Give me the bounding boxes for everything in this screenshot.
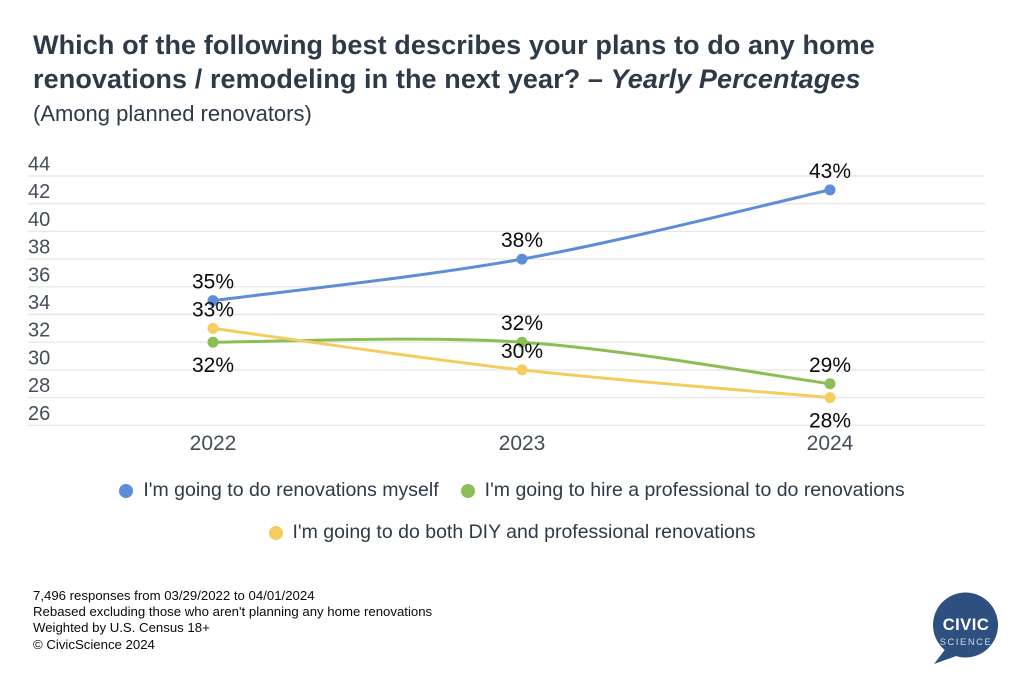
footnote-weighted: Weighted by U.S. Census 18+ [33, 620, 210, 636]
legend-dot-icon [119, 483, 134, 498]
civicscience-logo-mark: CIVIC SCIENCE [933, 592, 998, 664]
logo-text-civic: CIVIC [943, 616, 990, 634]
line-chart: 44 42 40 38 36 34 32 30 28 26 2022 2023 2024 35% 38% 43… [0, 150, 1024, 462]
data-point-s1-2022 [207, 336, 219, 348]
data-point-s2-2023 [516, 364, 528, 376]
line-chart-canvas: 44 42 40 38 36 34 32 30 28 26 2022 2023 2024 35% 38% 43… [28, 154, 985, 455]
y-axis-label: 44 [28, 154, 50, 176]
civicscience-logo: CIVIC SCIENCE [925, 585, 1005, 670]
legend-dot-icon [268, 525, 283, 540]
value-label-s1-2023: 32% [501, 312, 543, 335]
legend-label: I'm going to do renovations myself [143, 479, 439, 501]
value-label-s2-2023: 30% [501, 340, 543, 363]
x-axis-label: 2023 [499, 432, 546, 455]
title-block: Which of the following best describes yo… [33, 28, 993, 127]
legend-label: I'm going to do both DIY and professiona… [292, 521, 756, 543]
title-line-1: Which of the following best describes yo… [33, 30, 875, 60]
value-label-s0-2023: 38% [501, 229, 543, 252]
legend-item-2: I'm going to do both DIY and professiona… [268, 521, 756, 544]
data-point-s1-2023 [516, 336, 528, 348]
data-point-s0-2022 [207, 295, 219, 307]
y-axis-label: 30 [28, 347, 50, 369]
legend-item-0: I'm going to do renovations myself [119, 479, 439, 502]
legend-item-1: I'm going to hire a professional to do r… [460, 479, 905, 502]
chart-footnotes: 7,496 responses from 03/29/2022 to 04/01… [33, 588, 432, 653]
value-label-s1-2022: 32% [192, 354, 234, 377]
legend-dot-icon [460, 483, 475, 498]
value-label-s2-2022: 33% [192, 298, 234, 321]
y-axis-label: 40 [28, 209, 50, 231]
y-axis-label: 32 [28, 320, 50, 342]
data-point-s2-2024 [824, 392, 836, 404]
data-point-s1-2024 [824, 378, 836, 390]
x-axis-label: 2024 [807, 432, 854, 455]
y-axis-label: 28 [28, 375, 50, 397]
footnote-rebased: Rebased excluding those who aren't plann… [33, 604, 433, 620]
data-point-s0-2024 [824, 184, 836, 196]
y-axis-label: 34 [28, 292, 50, 314]
chart-legend: I'm going to do renovations myself I'm go… [0, 479, 1024, 544]
value-label-s1-2024: 29% [809, 354, 851, 377]
value-label-s2-2024: 28% [809, 410, 851, 433]
chart-subtitle: (Among planned renovators) [33, 101, 312, 126]
logo-circle [933, 592, 998, 658]
title-line-2: renovations / remodeling in the next yea… [33, 64, 611, 94]
logo-text-science: SCIENCE [940, 637, 993, 647]
chart-title: Which of the following best describes yo… [33, 28, 993, 96]
value-label-s0-2022: 35% [192, 271, 234, 294]
y-axis-label: 38 [28, 237, 50, 259]
y-axis-label: 26 [28, 403, 50, 425]
x-axis-label: 2022 [190, 432, 237, 455]
legend-label: I'm going to hire a professional to do r… [484, 479, 905, 501]
title-line-2-italic: Yearly Percentages [610, 64, 861, 94]
y-axis-label: 42 [28, 181, 50, 203]
footnote-copyright: © CivicScience 2024 [33, 636, 155, 652]
footnote-responses: 7,496 responses from 03/29/2022 to 04/01… [33, 588, 315, 603]
data-point-s0-2023 [516, 253, 528, 265]
value-label-s0-2024: 43% [809, 160, 851, 183]
data-point-s2-2022 [207, 322, 219, 334]
y-axis-label: 36 [28, 264, 50, 286]
